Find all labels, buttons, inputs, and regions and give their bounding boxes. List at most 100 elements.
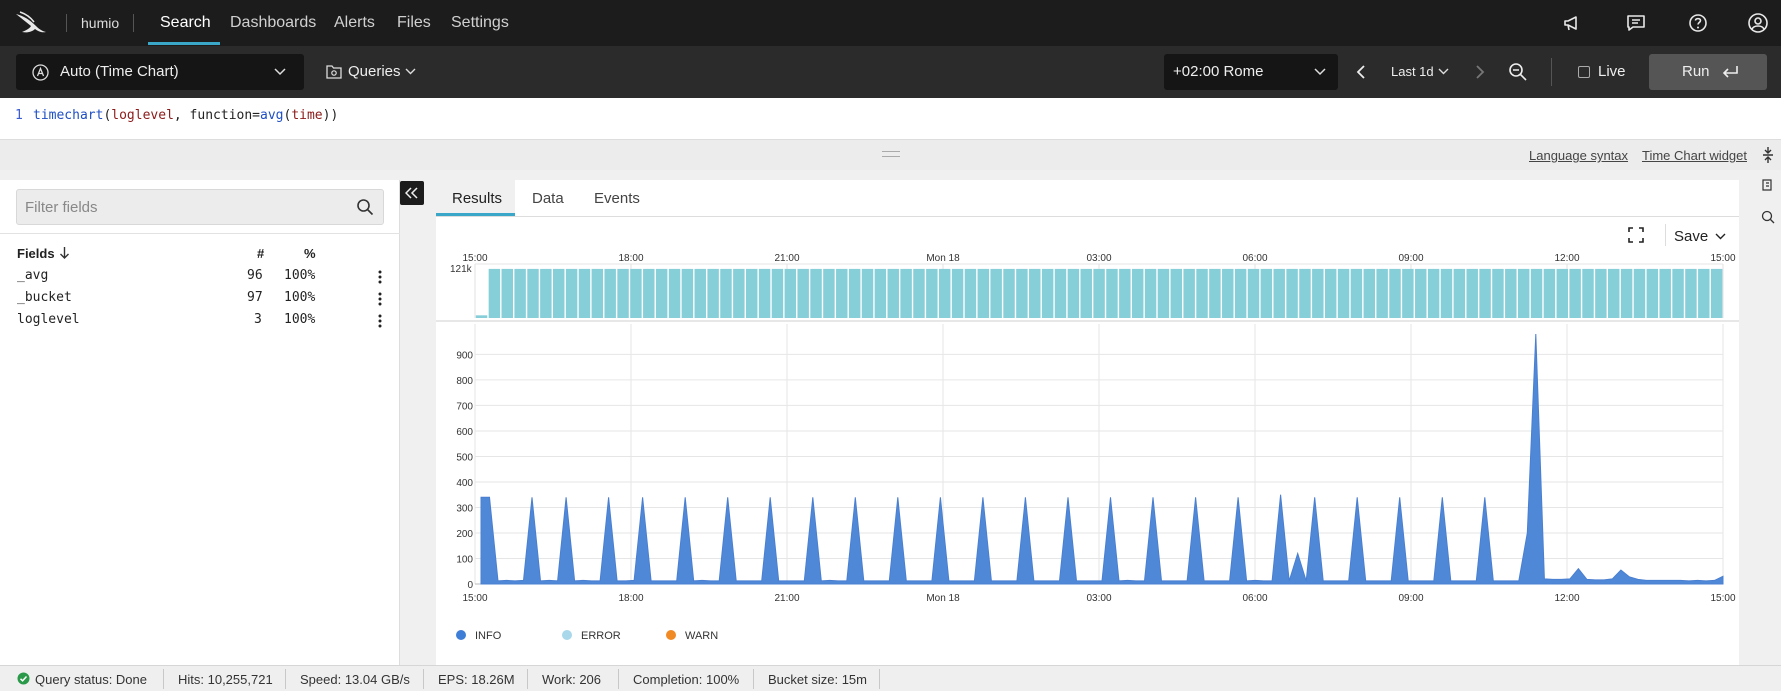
histogram-bar[interactable] xyxy=(1466,268,1478,318)
histogram-bar[interactable] xyxy=(617,268,629,318)
field-row[interactable]: loglevel 3 100% xyxy=(0,309,400,331)
histogram-bar[interactable] xyxy=(668,268,681,318)
legend-label[interactable]: INFO xyxy=(475,630,502,642)
zoom-out-icon[interactable] xyxy=(1508,62,1528,82)
histogram-bar[interactable] xyxy=(1144,268,1157,318)
histogram-bar[interactable] xyxy=(1183,268,1195,318)
histogram-bar[interactable] xyxy=(836,268,848,318)
query-code[interactable]: timechart(loglevel, function=avg(time)) xyxy=(33,108,338,123)
histogram-bar[interactable] xyxy=(540,268,552,318)
histogram-bar[interactable] xyxy=(1003,268,1015,318)
save-menu[interactable]: Save xyxy=(1674,228,1709,245)
histogram-bar[interactable] xyxy=(707,268,719,318)
histogram-bar[interactable] xyxy=(630,268,642,318)
resize-handle[interactable] xyxy=(882,151,900,157)
histogram-bar[interactable] xyxy=(1312,268,1324,318)
histogram-bar[interactable] xyxy=(1131,268,1144,318)
histogram-bar[interactable] xyxy=(1273,268,1285,318)
histogram-bar[interactable] xyxy=(1479,268,1491,318)
histogram-bar[interactable] xyxy=(1685,268,1697,318)
time-chart-widget-link[interactable]: Time Chart widget xyxy=(1642,148,1747,163)
histogram-bar[interactable] xyxy=(1093,268,1105,318)
field-row[interactable]: _avg 96 100% xyxy=(0,265,400,287)
histogram-bar[interactable] xyxy=(655,268,668,318)
histogram-bar[interactable] xyxy=(488,268,501,318)
nav-search[interactable]: Search xyxy=(160,14,211,31)
histogram-bar[interactable] xyxy=(1453,268,1466,318)
count-column-header[interactable]: # xyxy=(257,246,265,261)
histogram-bar[interactable] xyxy=(1324,268,1337,318)
histogram-bar[interactable] xyxy=(1209,268,1221,318)
tab-data[interactable]: Data xyxy=(532,180,582,216)
histogram-bar[interactable] xyxy=(1608,268,1620,318)
histogram-bar[interactable] xyxy=(1337,268,1350,318)
histogram-bar[interactable] xyxy=(1080,268,1092,318)
histogram-bar[interactable] xyxy=(1170,268,1183,318)
histogram-bar[interactable] xyxy=(1595,268,1607,318)
histogram-bar[interactable] xyxy=(1016,268,1028,318)
language-syntax-link[interactable]: Language syntax xyxy=(1529,148,1629,163)
histogram-bar[interactable] xyxy=(784,268,797,318)
inspect-icon[interactable] xyxy=(1761,210,1775,224)
queries-menu[interactable]: Queries xyxy=(348,63,401,80)
histogram-bar[interactable] xyxy=(861,268,874,318)
histogram-bar[interactable] xyxy=(900,268,912,318)
histogram-bar[interactable] xyxy=(1505,268,1517,318)
field-row[interactable]: _bucket 97 100% xyxy=(0,287,400,309)
histogram-bar[interactable] xyxy=(1569,268,1581,318)
histogram-bar[interactable] xyxy=(1517,268,1530,318)
histogram-bar[interactable] xyxy=(514,268,526,318)
histogram-bar[interactable] xyxy=(938,268,951,318)
histogram-bar[interactable] xyxy=(1672,268,1684,318)
histogram-bar[interactable] xyxy=(1106,268,1118,318)
histogram-bar[interactable] xyxy=(565,268,578,318)
histogram-bar[interactable] xyxy=(1376,268,1388,318)
histogram-bar[interactable] xyxy=(810,268,822,318)
histogram-bar[interactable] xyxy=(1659,268,1671,318)
histogram-bar[interactable] xyxy=(643,268,655,318)
percent-column-header[interactable]: % xyxy=(304,246,316,261)
histogram-bar[interactable] xyxy=(745,268,758,318)
timezone-selector[interactable]: +02:00 Rome xyxy=(1164,54,1338,90)
tab-events[interactable]: Events xyxy=(594,180,654,216)
histogram-bar[interactable] xyxy=(475,315,488,318)
next-period-icon[interactable] xyxy=(1475,64,1485,80)
histogram-bar[interactable] xyxy=(1543,268,1556,318)
histogram-bar[interactable] xyxy=(1646,268,1659,318)
histogram-bar[interactable] xyxy=(1402,268,1414,318)
histogram-bar[interactable] xyxy=(797,268,809,318)
histogram-bar[interactable] xyxy=(1415,268,1427,318)
legend-label[interactable]: WARN xyxy=(685,630,718,642)
histogram-bar[interactable] xyxy=(1698,268,1710,318)
nav-settings[interactable]: Settings xyxy=(451,14,509,31)
histogram-bar[interactable] xyxy=(1440,268,1453,318)
histogram-bar[interactable] xyxy=(1620,268,1633,318)
histogram-bar[interactable] xyxy=(823,268,835,318)
histogram-bar[interactable] xyxy=(1710,268,1723,318)
histogram-bar[interactable] xyxy=(1247,268,1260,318)
histogram-bar[interactable] xyxy=(964,268,977,318)
histogram-bar[interactable] xyxy=(874,268,887,318)
histogram-bar[interactable] xyxy=(951,268,964,318)
nav-files[interactable]: Files xyxy=(397,14,431,31)
feedback-icon[interactable] xyxy=(1625,12,1647,34)
histogram-bar[interactable] xyxy=(1067,268,1080,318)
histogram-bar[interactable] xyxy=(604,268,616,318)
widget-selector[interactable]: Auto (Time Chart) xyxy=(16,54,304,90)
histogram-bar[interactable] xyxy=(1054,268,1067,318)
histogram-bar[interactable] xyxy=(720,268,732,318)
more-options-icon[interactable] xyxy=(378,314,382,328)
histogram-bar[interactable] xyxy=(887,268,899,318)
histogram-bar[interactable] xyxy=(527,268,539,318)
histogram-bar[interactable] xyxy=(1350,268,1363,318)
histogram-bar[interactable] xyxy=(733,268,745,318)
histogram-bar[interactable] xyxy=(1492,268,1504,318)
tab-results[interactable]: Results xyxy=(436,180,515,216)
legend-label[interactable]: ERROR xyxy=(581,630,621,642)
live-checkbox[interactable] xyxy=(1578,66,1590,78)
run-button[interactable]: Run xyxy=(1649,54,1767,90)
histogram-bar[interactable] xyxy=(1157,268,1170,318)
histogram-bar[interactable] xyxy=(1222,268,1234,318)
histogram-bar[interactable] xyxy=(501,268,513,318)
histogram-bar[interactable] xyxy=(1556,268,1569,318)
